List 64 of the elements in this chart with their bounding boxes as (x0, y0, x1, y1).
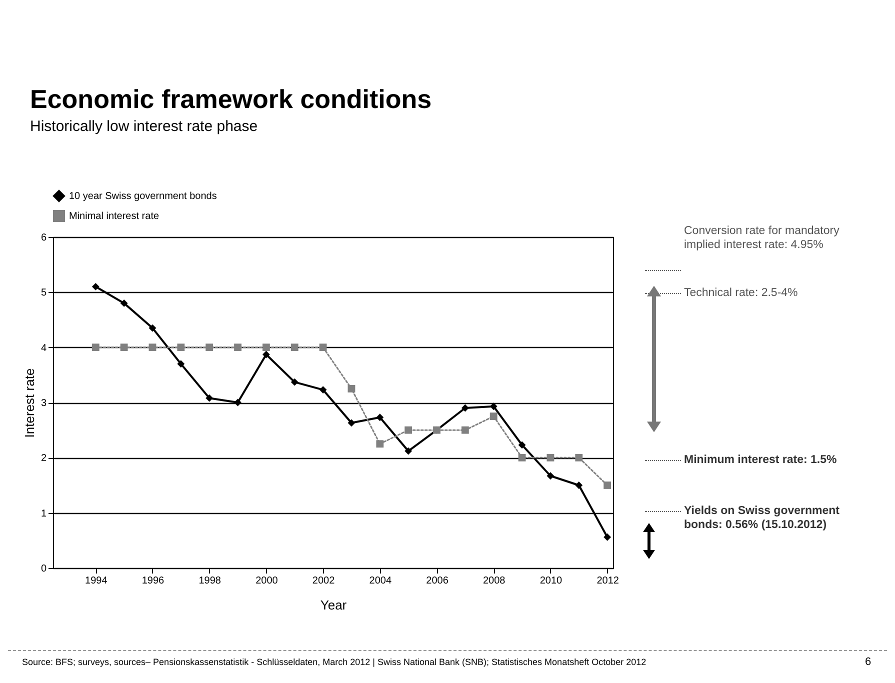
point (546, 472, 554, 480)
x-tick-label: 2006 (426, 576, 449, 586)
x-tick-label: 2000 (256, 576, 278, 586)
point (575, 454, 583, 462)
legend-label: 10 year Swiss government bonds (69, 191, 217, 202)
x-tick-label: 2008 (482, 576, 506, 586)
point (177, 360, 185, 368)
point (404, 447, 412, 455)
y-tick-label: 2 (40, 453, 47, 464)
y-tick-label: 3 (40, 398, 47, 409)
text: 6 (865, 656, 872, 668)
point (604, 482, 612, 489)
x-tick-label: 2004 (369, 576, 392, 586)
x-axis-title: Year (320, 598, 348, 612)
x-tick-label: 2002 (312, 576, 336, 586)
chart-title: Economic framework conditions (30, 84, 432, 115)
x-tick-label: 1998 (198, 576, 222, 586)
y-tick-label: 4 (40, 342, 47, 354)
text: Yields on Swiss government bonds: 0.56% (15.10.2012) (684, 504, 841, 532)
y-tick-label: 6 (40, 232, 47, 244)
point (120, 344, 128, 352)
point (604, 533, 612, 541)
x-tick-label: 1996 (142, 576, 165, 586)
legend-label: Minimal interest rate (69, 211, 160, 222)
point (319, 344, 327, 352)
point (92, 344, 100, 352)
y-tick-label: 0 (40, 564, 47, 574)
source-note: Source: BFS; surveys, sources– Pensionskassenstatistik - Schlüsseldaten, March 2012 | Swiss National Bank (SNB); Statistisches Monatsheft October 2012 (22, 657, 646, 667)
text: Conversion rate for mandatory implied interest rate: 4.95% (684, 224, 840, 252)
point (461, 404, 469, 412)
y-axis-title: Interest rate (22, 368, 37, 438)
point (376, 440, 384, 448)
point (148, 324, 156, 332)
text: Minimum interest rate: 1.5% (684, 453, 838, 467)
x-tick-label: 2012 (596, 576, 620, 586)
point (490, 402, 498, 410)
point (206, 394, 214, 402)
point (92, 282, 100, 290)
chart-subtitle: Historically low interest rate phase (30, 118, 258, 135)
point (262, 344, 270, 352)
point (376, 414, 384, 422)
y-tick-label: 1 (40, 508, 47, 520)
point (461, 426, 469, 434)
point (148, 344, 156, 352)
point (120, 299, 128, 307)
point (177, 344, 185, 352)
point (490, 412, 498, 420)
point (348, 419, 356, 427)
point (290, 344, 298, 352)
point (518, 441, 526, 449)
point (234, 344, 242, 352)
point (319, 386, 327, 394)
point (348, 385, 356, 392)
text: Technical rate: 2.5-4% (684, 286, 799, 300)
point (290, 378, 298, 386)
point (546, 454, 554, 462)
point (404, 426, 412, 434)
point (206, 344, 214, 352)
point (262, 350, 270, 358)
point (518, 454, 526, 462)
x-tick-label: 2010 (540, 576, 563, 586)
point (575, 482, 583, 489)
y-tick-label: 5 (40, 288, 47, 299)
x-tick-label: 1994 (85, 576, 108, 586)
